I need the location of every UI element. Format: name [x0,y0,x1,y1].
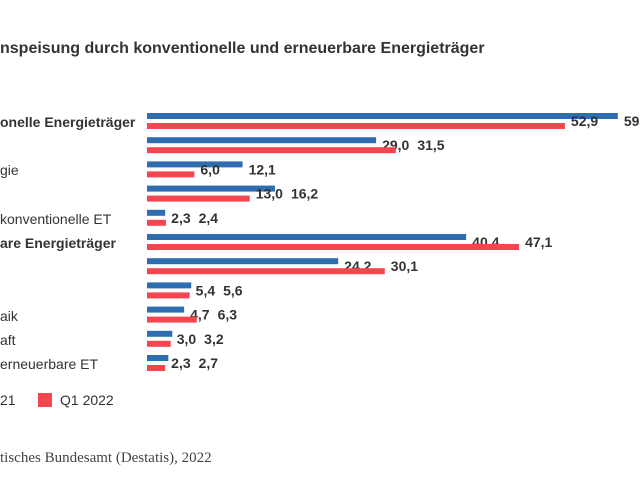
data-label: 3,2 [204,331,224,347]
legend-label: Q1 2022 [60,392,114,408]
data-label: 2,4 [199,210,219,226]
category-label: are Energieträger [0,235,116,251]
category-label: onelle Energieträger [0,114,136,130]
data-label: 5,6 [223,282,243,298]
bar-blue [147,209,166,216]
legend-swatch [38,393,52,407]
legend-item: Q1 2022 [38,392,114,408]
bar-blue [147,306,185,313]
bar-red [147,195,250,202]
bar-red [147,244,520,250]
category-label: gie [0,162,19,179]
bar-blue [147,137,377,144]
bar-red [147,292,190,299]
category-label: erneuerbare ET [0,356,99,372]
bar-blue [147,161,243,168]
data-label: 3,0 [177,331,197,347]
bar-blue [147,185,275,192]
category-label: aik [0,307,18,324]
bar-red [147,268,385,275]
data-label: 16,2 [291,186,318,202]
data-label: 2,3 [171,355,191,371]
bar-red [147,316,197,323]
bar-blue [147,234,467,240]
bar-blue [147,330,173,337]
data-label: 52,9 [571,113,598,129]
data-label: 31,5 [417,137,444,153]
bar-blue [147,113,618,119]
bar-blue [147,282,192,289]
data-label: 5,4 [196,282,216,298]
data-label: 13,0 [256,186,283,202]
legend-item: 21 [0,392,16,408]
legend-label: 21 [0,392,16,408]
data-label: 2,3 [171,210,191,226]
bar-red [147,123,565,129]
bar-red [147,340,171,347]
bar-red [147,171,195,178]
data-label: 6,0 [200,161,220,177]
category-label: aft [0,331,16,348]
data-label: 30,1 [391,258,418,274]
data-label: 12,1 [249,161,276,177]
source-note: tisches Bundesamt (Destatis), 2022 [0,450,212,466]
bar-red [147,365,166,371]
bar-blue [147,258,339,265]
data-label: 2,7 [199,355,219,371]
chart-title: nspeisung durch konventionelle und erneu… [0,40,485,57]
bar-red [147,147,396,154]
bar-blue [147,355,169,361]
data-label: 6,3 [218,307,238,323]
category-label: konventionelle ET [0,210,112,227]
bar-red [147,219,166,226]
data-label: 47,1 [525,234,552,250]
data-label: 59 [624,113,640,129]
